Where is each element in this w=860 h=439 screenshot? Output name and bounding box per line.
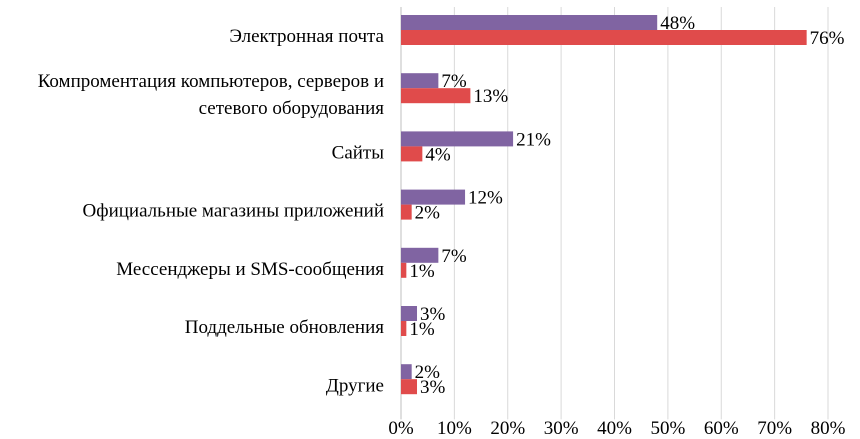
x-tick-label: 70%	[757, 418, 792, 439]
x-tick-label: 10%	[437, 418, 472, 439]
bar-series-1	[401, 247, 439, 263]
bar-series-1	[401, 73, 439, 89]
data-label-series-1: 12%	[468, 188, 503, 209]
x-tick-label: 30%	[544, 418, 579, 439]
data-label-series-1: 21%	[516, 129, 551, 150]
bar-series-2	[401, 88, 471, 104]
bar-series-2	[401, 379, 418, 395]
bar-series-2	[401, 204, 412, 220]
bar-series-1	[401, 15, 658, 30]
category-label: Сайты	[332, 143, 385, 164]
category-label: Компроментация компьютеров, серверов и се…	[38, 71, 385, 119]
category-label: Электронная почта	[229, 26, 384, 47]
x-tick-label: 0%	[388, 418, 414, 439]
bar-series-1	[401, 364, 412, 380]
data-label-series-1: 7%	[441, 71, 467, 92]
x-tick-label: 60%	[704, 418, 739, 439]
bar-series-1	[401, 131, 514, 147]
data-label-series-1: 3%	[420, 304, 446, 325]
data-label-series-2: 1%	[409, 261, 435, 282]
category-label: Другие	[326, 375, 384, 396]
x-tick-label: 50%	[650, 418, 685, 439]
data-label-series-1: 7%	[441, 246, 467, 267]
x-tick-label: 20%	[490, 418, 525, 439]
gridlines	[400, 7, 829, 420]
bars	[401, 15, 807, 395]
bar-series-2	[401, 321, 407, 336]
bar-series-1	[401, 189, 466, 205]
bar-series-1	[401, 306, 418, 321]
category-label: Официальные магазины приложений	[83, 201, 384, 222]
category-label: Мессенджеры и SMS-сообщения	[116, 259, 384, 280]
bar-series-2	[401, 30, 807, 45]
data-label-series-2: 1%	[409, 319, 435, 340]
data-label-series-1: 2%	[415, 362, 441, 383]
category-label: Поддельные обновления	[185, 317, 385, 338]
x-tick-label: 80%	[811, 418, 846, 439]
data-label-series-2: 3%	[420, 377, 446, 398]
x-tick-label: 40%	[597, 418, 632, 439]
data-label-series-2: 76%	[810, 28, 845, 49]
data-labels: 48%76%7%13%21%4%12%2%7%1%3%1%2%3%	[409, 13, 844, 398]
bar-series-2	[401, 146, 423, 162]
x-axis-ticks: 0% 10% 20% 30% 40% 50% 60% 70% 80%	[388, 418, 845, 439]
data-label-series-2: 13%	[473, 86, 508, 107]
data-label-series-2: 2%	[415, 203, 441, 224]
category-labels: Электронная почта Компроментация компьюте…	[38, 26, 385, 396]
bar-series-2	[401, 262, 407, 278]
data-label-series-2: 4%	[425, 144, 451, 165]
data-label-series-1: 48%	[660, 13, 695, 34]
